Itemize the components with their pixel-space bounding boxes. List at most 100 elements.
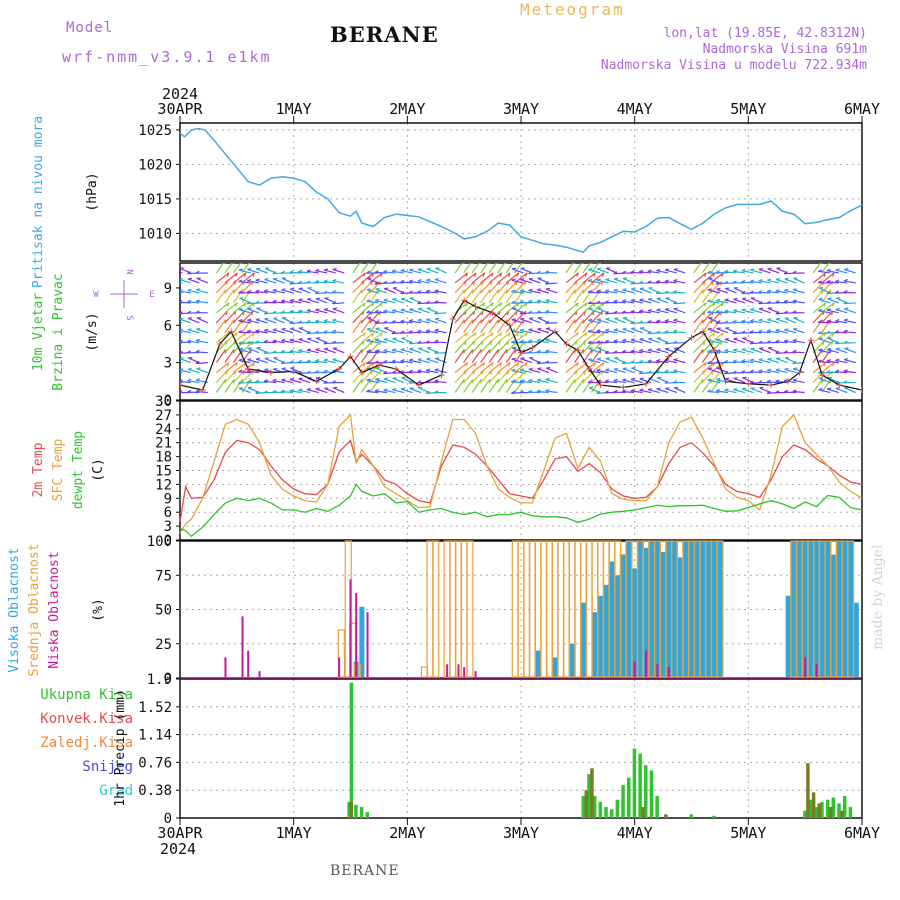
cloud-bar-1 [825,541,831,677]
wind-arrow [767,369,780,374]
wind-arrow-head [306,280,311,284]
wind-arrow [497,272,511,284]
wind-arrow [536,300,549,304]
wind-arrow-head [187,389,192,393]
wind-gust-marker [347,353,354,360]
wind-arrow-head [783,271,788,275]
wind-arrow [360,302,375,314]
precip-bar-2 [584,790,589,818]
temp-axis-title-1: 2m Temp [31,442,46,497]
year-label-bottom: 2024 [160,840,196,858]
wind-gust-marker [688,334,695,341]
wind-arrow [792,289,805,294]
wind-arrow-head [272,378,277,382]
wind-arrow [233,362,247,374]
wind-arrow [374,350,387,354]
pressure-tick-label: 1020 [138,157,172,173]
wind-arrow-head [766,289,772,293]
wind-arrow [519,290,532,294]
wind-arrow [224,302,238,314]
wind-arrow [511,319,524,324]
wind-arrow [716,339,729,344]
wind-arrow-head [307,337,312,340]
wind-arrow-head [323,329,328,333]
wind-arrow [587,331,601,334]
wind-arrow [408,371,422,374]
wind-arrow-head [826,359,831,362]
wind-arrow-head [596,357,602,360]
wind-arrow [480,302,494,314]
wind-arrow-head [332,268,337,271]
wind-arrow-head [375,377,380,381]
wind-arrow [707,300,720,304]
wind-arrow-head [672,340,678,344]
wind-arrow-head [272,339,277,342]
wind-arrow-head [715,281,720,285]
wind-arrow-head [409,268,414,271]
wind-arrow [647,270,660,274]
wind-arrow-head [775,328,780,332]
wind-arrow-head [545,349,550,352]
wind-tick-label: 9 [164,281,172,297]
wind-arrow-head [599,263,601,264]
wind-arrow [180,341,191,344]
wind-arrow-head [775,390,780,394]
wind-arrow [241,310,254,324]
wind-arrow [775,290,788,294]
wind-arrow [272,301,285,304]
wind-arrow-head [834,341,839,345]
wind-arrow [784,340,797,344]
wind-arrow [281,379,294,384]
wind-arrow-head [741,348,746,351]
wind-arrow-head [516,362,520,367]
wind-arrow-head [767,368,772,372]
wind-arrow [383,389,396,394]
wind-arrow-head [766,340,771,344]
wind-arrow [374,300,387,304]
wind-arrow-head [784,328,789,331]
time-label-bottom: 3MAY [503,824,539,842]
wind-arrow [281,300,294,304]
wind-arrow [693,349,704,363]
wind-arrow [480,349,491,363]
wind-arrow [758,280,771,284]
wind-arrow [418,347,430,354]
wind-arrow-head [281,367,286,370]
wind-arrow [375,288,388,294]
wind-arrow [565,272,579,284]
temp-tick-label: 30 [155,394,172,410]
wind-arrow [710,263,719,274]
wind-arrow-head [247,347,252,349]
wind-arrow-head [639,388,644,391]
wind-arrow-head [596,390,601,394]
wind-arrow-head [664,279,669,283]
wind-arrow-head [664,290,669,294]
wind-arrow-head [465,272,469,277]
wind-arrow-head [664,380,669,384]
wind-arrow-head [664,268,670,271]
wind-arrow [693,302,707,314]
wind-arrow [298,271,311,274]
wind-arrow [454,272,468,284]
cloud-bar-3 [355,593,358,677]
wind-arrow [835,280,848,284]
wind-arrow-head [655,290,660,295]
cloud-bar-1 [694,541,700,677]
wind-arrow [588,280,601,284]
cloud-bar-3 [804,657,807,677]
wind-arrow-head [831,281,834,286]
wind-arrow-head [783,378,789,382]
wind-arrow-head [187,310,192,314]
wind-arrow [574,272,588,284]
wind-arrow [826,349,839,354]
wind-gust-marker [643,380,650,387]
wind-arrow-head [315,268,320,272]
wind-arrow [784,329,797,334]
wind-arrow-head [171,268,175,269]
wind-arrow-head [323,319,328,322]
wind-arrow-head [417,329,422,333]
wind-arrow-head [238,341,243,345]
precip-bar-1 [848,807,853,818]
wind-arrow [180,271,183,274]
wind-arrow [565,302,579,314]
